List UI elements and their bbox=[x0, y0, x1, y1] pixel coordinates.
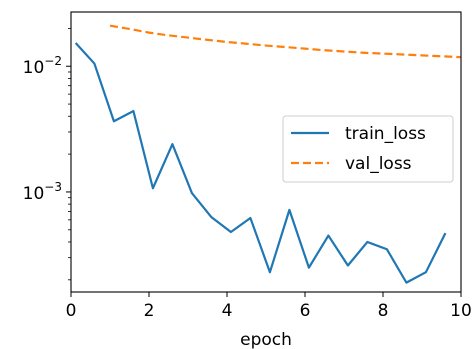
axes-frame bbox=[70, 11, 462, 293]
x-tick-label: 6 bbox=[300, 301, 311, 321]
series-layer bbox=[74, 24, 462, 284]
y-tick-label: 10−2 bbox=[23, 54, 62, 78]
legend: train_loss val_loss bbox=[282, 115, 454, 183]
series-line-train-loss bbox=[74, 42, 447, 284]
legend-label-train-loss: train_loss bbox=[345, 124, 426, 144]
y-tick-label: 10−3 bbox=[23, 180, 62, 204]
legend-label-val-loss: val_loss bbox=[345, 154, 412, 174]
x-tick-label: 0 bbox=[66, 301, 77, 321]
series-line-val-loss bbox=[109, 24, 462, 59]
x-tick-label: 2 bbox=[144, 301, 155, 321]
x-tick-label: 8 bbox=[378, 301, 389, 321]
x-axis-label: epoch bbox=[240, 330, 292, 349]
x-tick-label: 4 bbox=[222, 301, 233, 321]
plot-frame bbox=[70, 11, 462, 293]
x-tick-label: 10 bbox=[450, 301, 472, 321]
y-axis-ticks: 10−3 10−2 bbox=[23, 27, 71, 281]
x-axis-ticks: 0 2 4 6 8 10 bbox=[66, 292, 472, 321]
